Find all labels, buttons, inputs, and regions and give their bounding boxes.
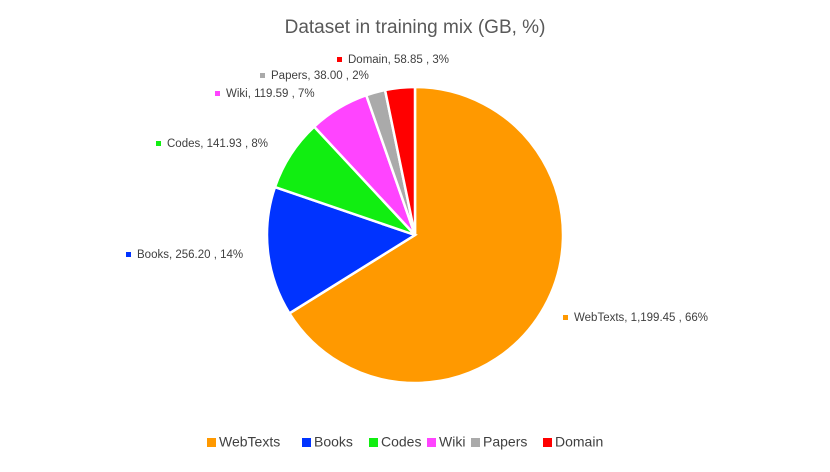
data-label: Papers, 38.00 , 2% [271,70,369,82]
label-marker [215,91,220,96]
legend-label: Books [314,434,353,450]
label-marker [563,315,568,320]
legend-marker [302,438,311,447]
legend-label: Codes [381,434,421,450]
legend-label: Domain [555,434,603,450]
pie-slice [265,185,418,316]
data-label: Wiki, 119.59 , 7% [226,88,315,100]
legend-marker [207,438,216,447]
pie-slice [287,85,565,385]
label-marker [260,73,265,78]
legend-marker [369,438,378,447]
legend-marker [471,438,480,447]
data-label: WebTexts, 1,199.45 , 66% [574,312,708,324]
legend-marker [543,438,552,447]
legend-label: Papers [483,434,527,450]
label-marker [126,252,131,257]
label-marker [337,57,342,62]
label-marker [156,141,161,146]
pie-slice [383,85,417,236]
legend-marker [427,438,436,447]
data-label: Codes, 141.93 , 8% [167,138,268,150]
data-label: Domain, 58.85 , 3% [348,54,449,66]
data-label: Books, 256.20 , 14% [137,249,243,261]
legend-label: Wiki [439,434,465,450]
legend-label: WebTexts [219,434,280,450]
chart-title: Dataset in training mix (GB, %) [285,17,546,38]
